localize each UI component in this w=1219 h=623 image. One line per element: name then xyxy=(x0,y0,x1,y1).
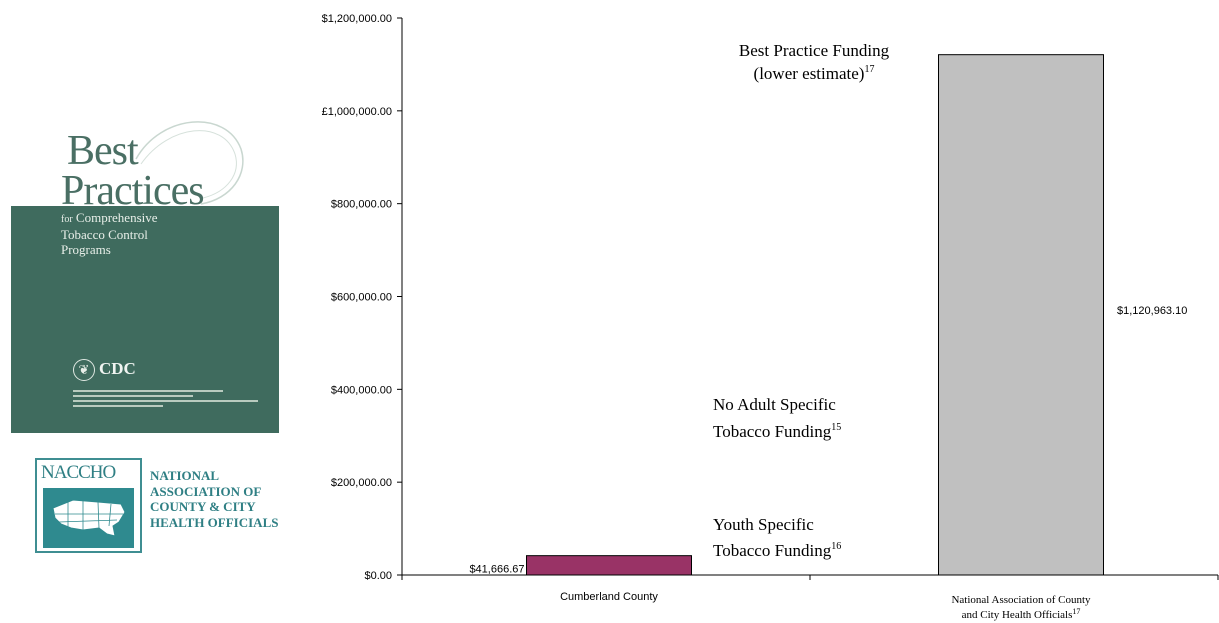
bar-naccho xyxy=(938,54,1104,576)
naccho-name-line4: HEALTH OFFICIALS xyxy=(150,514,279,530)
naccho-logo-box: NACCHO xyxy=(35,458,142,553)
swoosh-icon xyxy=(135,121,244,205)
naccho-logo: NACCHO NATIONAL ASSOCIATION OF COUNTY & … xyxy=(35,458,290,554)
cover-subtitle-line3: Programs xyxy=(61,242,111,257)
hhs-eagle-icon: ❦ xyxy=(73,359,95,381)
y-tick-label: $1,200,000.00 xyxy=(322,13,392,25)
annotation-line1: Best Practice Funding xyxy=(739,41,890,60)
naccho-name: NATIONAL ASSOCIATION OF COUNTY & CITY HE… xyxy=(150,468,278,530)
y-tick-label: $0.00 xyxy=(364,570,392,582)
y-tick-label: $200,000.00 xyxy=(331,477,392,489)
y-tick-label: £1,000,000.00 xyxy=(322,106,392,118)
x-category-label: National Association of County xyxy=(951,594,1091,606)
annotation-superscript: 15 xyxy=(831,422,841,433)
x-category-label: and City Health Officials17 xyxy=(962,607,1081,621)
category-superscript: 17 xyxy=(1072,607,1080,616)
cover-title-best: Best xyxy=(67,128,139,174)
data-label: $1,120,963.10 xyxy=(1117,305,1187,317)
cover-cdc-brand: CDC xyxy=(99,359,136,378)
annotation-line2: Tobacco Funding15 xyxy=(713,422,841,441)
best-practices-cover: Best Practices for Comprehensive Tobacco… xyxy=(11,96,279,433)
cover-subtitle: for Comprehensive Tobacco Control Progra… xyxy=(61,210,261,257)
annotation-superscript: 17 xyxy=(864,64,874,75)
annotation-line2-text: Tobacco Funding xyxy=(713,541,832,560)
y-tick-label: $800,000.00 xyxy=(331,199,392,211)
annotation-line2-text: (lower estimate) xyxy=(754,64,865,83)
annotation-line2: Tobacco Funding16 xyxy=(713,541,841,560)
naccho-wordmark: NACCHO xyxy=(41,462,116,483)
naccho-name-line2: ASSOCIATION OF xyxy=(150,483,262,499)
annotation-line1: Youth Specific xyxy=(713,515,814,534)
fine-print-lines-icon xyxy=(73,390,258,407)
annotation-line2-text: Tobacco Funding xyxy=(713,422,832,441)
annotation-superscript: 16 xyxy=(831,541,841,552)
us-map-icon xyxy=(52,499,126,537)
data-label: $41,666.67 xyxy=(469,564,524,576)
naccho-name-line1: NATIONAL xyxy=(150,468,220,483)
bar-cumberland-county xyxy=(526,555,692,576)
cover-subtitle-line1: Comprehensive xyxy=(75,210,158,225)
naccho-map-panel xyxy=(43,488,134,548)
cover-title-practices: Practices xyxy=(61,168,205,214)
annotation-line1: No Adult Specific xyxy=(713,395,836,414)
cover-subtitle-for: for xyxy=(61,214,73,225)
x-category-label: Cumberland County xyxy=(560,591,658,603)
y-tick-label: $400,000.00 xyxy=(331,384,392,396)
naccho-name-line3: COUNTY & CITY xyxy=(150,499,256,514)
annotation-line2: (lower estimate)17 xyxy=(754,64,875,83)
y-tick-label: $600,000.00 xyxy=(331,292,392,304)
cover-subtitle-line2: Tobacco Control xyxy=(61,227,148,242)
